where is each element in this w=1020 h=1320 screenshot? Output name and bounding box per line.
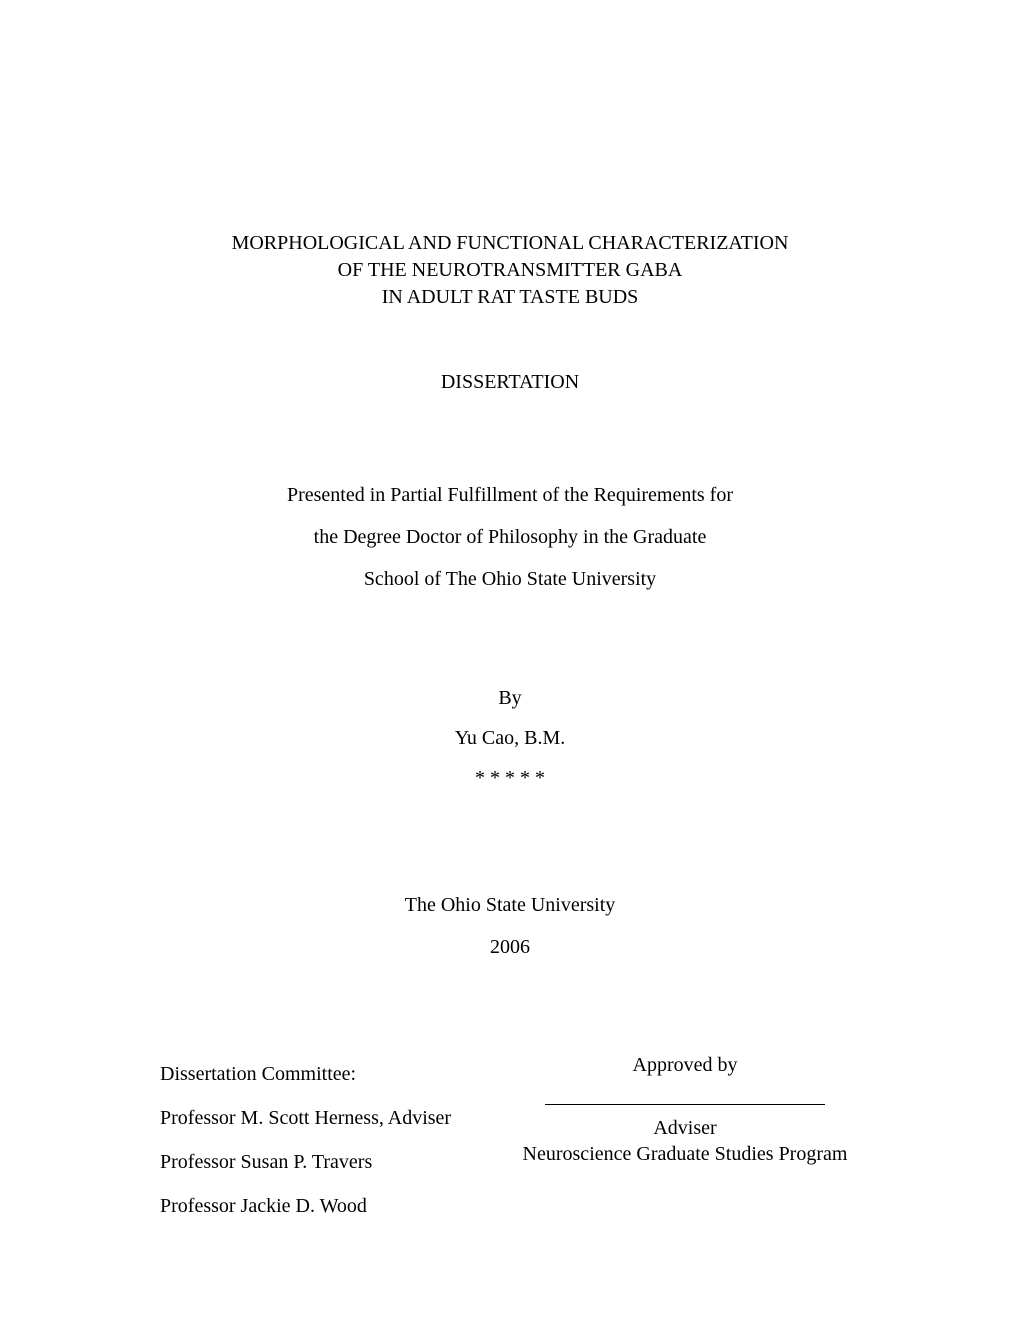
presented-line-3: School of The Ohio State University <box>160 558 860 600</box>
committee-member-2: Professor Susan P. Travers <box>160 1140 510 1184</box>
university-block: The Ohio State University 2006 <box>160 884 860 968</box>
committee-column: Dissertation Committee: Professor M. Sco… <box>160 1052 510 1228</box>
university-year: 2006 <box>160 926 860 968</box>
university-name: The Ohio State University <box>160 884 860 926</box>
signature-line <box>545 1104 825 1105</box>
author-block: By Yu Cao, B.M. * * * * * <box>160 678 860 798</box>
title-block: MORPHOLOGICAL AND FUNCTIONAL CHARACTERIZ… <box>160 230 860 311</box>
approved-by-label: Approved by <box>510 1052 860 1078</box>
presented-line-2: the Degree Doctor of Philosophy in the G… <box>160 516 860 558</box>
document-type: DISSERTATION <box>160 371 860 394</box>
presented-block: Presented in Partial Fulfillment of the … <box>160 474 860 600</box>
title-line-2: OF THE NEUROTRANSMITTER GABA <box>160 257 860 284</box>
committee-member-3: Professor Jackie D. Wood <box>160 1184 510 1228</box>
title-line-3: IN ADULT RAT TASTE BUDS <box>160 284 860 311</box>
author-by: By <box>160 678 860 718</box>
author-name: Yu Cao, B.M. <box>160 718 860 758</box>
committee-member-1: Professor M. Scott Herness, Adviser <box>160 1096 510 1140</box>
title-line-1: MORPHOLOGICAL AND FUNCTIONAL CHARACTERIZ… <box>160 230 860 257</box>
presented-line-1: Presented in Partial Fulfillment of the … <box>160 474 860 516</box>
bottom-section: Dissertation Committee: Professor M. Sco… <box>160 1052 860 1228</box>
author-stars: * * * * * <box>160 758 860 798</box>
adviser-role: Adviser <box>510 1115 860 1141</box>
approved-column: Approved by Adviser Neuroscience Graduat… <box>510 1052 860 1228</box>
program-name: Neuroscience Graduate Studies Program <box>510 1141 860 1167</box>
committee-heading: Dissertation Committee: <box>160 1052 510 1096</box>
